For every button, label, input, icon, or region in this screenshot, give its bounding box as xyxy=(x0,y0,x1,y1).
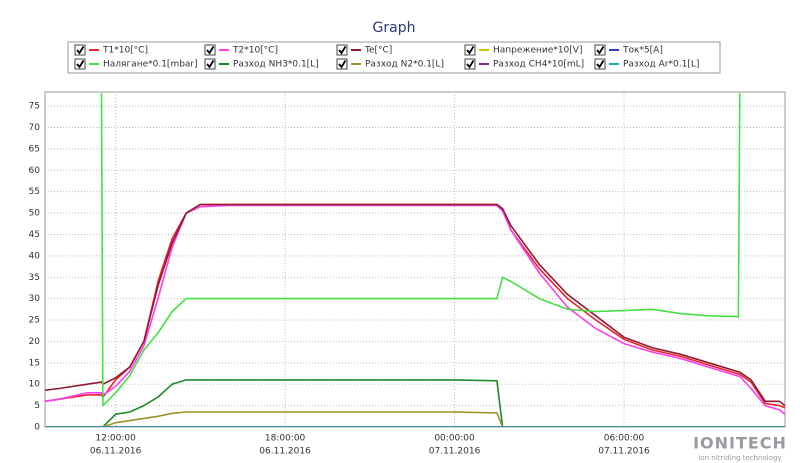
legend-checkbox xyxy=(336,44,348,56)
legend-item: Разход NH3*0.1[L] xyxy=(204,58,319,70)
x-tick-label: 00:00:00 xyxy=(434,434,475,444)
legend-checkbox xyxy=(594,44,606,56)
y-tick-label: 70 xyxy=(29,123,41,133)
y-tick-label: 40 xyxy=(29,251,41,261)
x-tick-date: 06.11.2016 xyxy=(259,447,311,457)
legend-item: Разход CH4*10[mL] xyxy=(464,58,584,70)
legend-label: Разход CH4*10[mL] xyxy=(493,60,584,70)
legend-check xyxy=(206,60,215,69)
legend-item: Te[°C] xyxy=(336,44,392,56)
legend-box xyxy=(67,41,721,74)
y-tick-label: 35 xyxy=(29,273,40,283)
legend-checkbox xyxy=(464,44,476,56)
y-tick-label: 25 xyxy=(29,316,40,326)
legend-item: Разход Ar*0.1[L] xyxy=(594,58,699,70)
x-tick-date: 06.11.2016 xyxy=(90,447,142,457)
legend-label: T2*10[°C] xyxy=(232,46,278,56)
legend-label: Разход NH3*0.1[L] xyxy=(233,60,319,70)
legend-checkbox xyxy=(74,44,86,56)
legend-item: T1*10[°C] xyxy=(74,44,148,56)
legend-check xyxy=(338,46,347,55)
legend-label: Налягане*0.1[mbar] xyxy=(103,60,198,70)
series-line xyxy=(45,203,785,407)
y-tick-label: 65 xyxy=(29,144,40,154)
legend-item: T2*10[°C] xyxy=(204,44,278,56)
y-tick-label: 55 xyxy=(29,187,40,197)
legend-item: Разход N2*0.1[L] xyxy=(336,58,444,70)
legend-label: Разход N2*0.1[L] xyxy=(365,60,444,70)
x-tick-label: 18:00:00 xyxy=(265,434,306,444)
y-tick-label: 0 xyxy=(34,423,40,433)
series-line xyxy=(100,93,741,407)
y-tick-label: 5 xyxy=(34,401,40,411)
legend-label: T1*10[°C] xyxy=(102,46,148,56)
legend-item: Налягане*0.1[mbar] xyxy=(74,58,198,70)
legend-check xyxy=(466,46,475,55)
series-line xyxy=(45,411,785,427)
legend-label: Разход Ar*0.1[L] xyxy=(623,60,699,70)
legend-check xyxy=(596,60,605,69)
x-tick-date: 07.11.2016 xyxy=(429,447,481,457)
x-tick-label: 06:00:00 xyxy=(604,434,645,444)
logo-tagline: ion nitriding technology xyxy=(698,454,781,462)
legend-check xyxy=(596,46,605,55)
legend-checkbox xyxy=(336,58,348,70)
y-tick-label: 30 xyxy=(29,294,41,304)
legend-check xyxy=(76,46,85,55)
logo-name: IONITECH xyxy=(693,434,787,453)
y-tick-label: 20 xyxy=(29,337,41,347)
y-tick-label: 10 xyxy=(29,380,41,390)
y-tick-label: 75 xyxy=(29,102,40,112)
logo: IONITECH ion nitriding technology xyxy=(693,434,787,463)
legend-item: Напрежение*10[V] xyxy=(464,44,582,56)
legend-checkbox xyxy=(74,58,86,70)
series-line xyxy=(45,204,785,415)
legend-check xyxy=(466,60,475,69)
chart-title: Graph xyxy=(373,20,416,36)
legend-checkbox xyxy=(204,58,216,70)
legend-check xyxy=(338,60,347,69)
x-tick-label: 12:00:00 xyxy=(95,434,136,444)
y-tick-label: 45 xyxy=(29,230,40,240)
x-tick-date: 07.11.2016 xyxy=(598,447,650,457)
legend-label: Ток*5[A] xyxy=(622,46,663,56)
series-line xyxy=(45,379,785,427)
plot-area xyxy=(44,91,786,428)
legend-checkbox xyxy=(464,58,476,70)
legend-item: Ток*5[A] xyxy=(594,44,663,56)
legend-checkbox xyxy=(594,58,606,70)
y-tick-label: 50 xyxy=(29,209,41,219)
legend-check xyxy=(76,60,85,69)
legend-label: Te[°C] xyxy=(364,46,392,56)
legend-label: Напрежение*10[V] xyxy=(493,46,582,56)
legend-checkbox xyxy=(204,44,216,56)
y-tick-label: 15 xyxy=(29,358,40,368)
legend-check xyxy=(206,46,215,55)
y-tick-label: 60 xyxy=(29,166,41,176)
